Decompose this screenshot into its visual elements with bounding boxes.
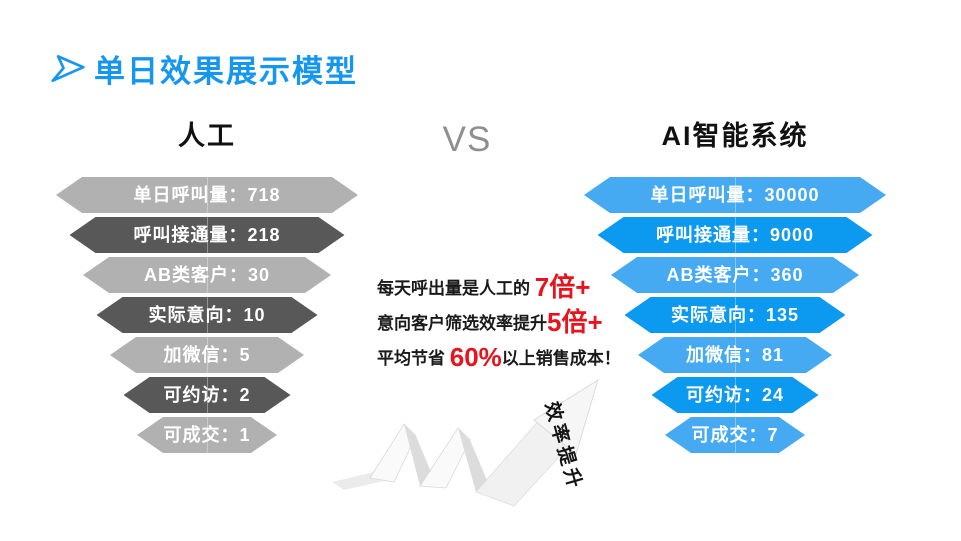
ai-column-header: AI智能系统 [661,121,809,151]
ai-funnel-bar-closable-deals: 可成交：7 [665,417,805,453]
arrow-fold-shadow [404,424,436,486]
ai-funnel-bar-bookable-visits: 可约访：24 [652,377,819,413]
manual-funnel-bar-closable-deals: 可成交：1 [137,417,277,453]
stat-line-cost-saving: 平均节省 60%以上销售成本！ [377,342,621,373]
manual-funnel-bar-wechat-added: 加微信：5 [110,337,304,373]
manual-funnel-bar-ab-customers: AB类客户：30 [83,257,331,293]
stat-highlight: 7倍+ [534,272,591,302]
manual-funnel-bar-daily-calls: 单日呼叫量：718 [56,177,358,213]
stat-highlight: 60% [449,342,502,372]
arrow-fold-shadow [458,428,492,492]
ai-funnel: 单日呼叫量：30000 呼叫接通量：9000 AB类客户：360 实际意向：13… [584,177,886,453]
stat-line-screening-efficiency: 意向客户筛选效率提升5倍+ [377,307,603,338]
ai-funnel-bar-ab-customers: AB类客户：360 [611,257,859,293]
slide-title-row: 单日效果展示模型 [50,46,358,91]
page-title: 单日效果展示模型 [94,54,358,89]
stat-prefix: 意向客户筛选效率提升 [377,314,547,333]
growth-arrow-graphic: 效率提升 [332,379,599,507]
stat-highlight: 5倍+ [547,307,603,337]
stat-prefix: 平均节省 [377,349,450,368]
manual-funnel: 单日呼叫量：718 呼叫接通量：218 AB类客户：30 实际意向：10 加微信… [56,177,358,453]
ai-funnel-bar-wechat-added: 加微信：81 [638,337,832,373]
arrow-head [533,379,599,455]
comparison-stats: 每天呼出量是人工的 7倍+ 意向客户筛选效率提升5倍+ 平均节省 60%以上销售… [377,272,621,377]
ai-funnel-bar-daily-calls: 单日呼叫量：30000 [584,177,886,213]
stat-prefix: 每天呼出量是人工的 [377,279,535,298]
manual-funnel-bar-connected-calls: 呼叫接通量：218 [70,217,345,253]
ai-funnel-bar-connected-calls: 呼叫接通量：9000 [598,217,873,253]
manual-funnel-bar-bookable-visits: 可约访：2 [124,377,291,413]
ai-funnel-bar-actual-intent: 实际意向：135 [625,297,846,333]
manual-column-header: 人工 [178,121,236,151]
vs-label: VS [442,120,492,159]
stat-line-call-volume: 每天呼出量是人工的 7倍+ [377,272,602,303]
arrowhead-bullet-icon [51,54,85,82]
manual-funnel-bar-actual-intent: 实际意向：10 [97,297,318,333]
stat-suffix: 以上销售成本！ [501,349,621,368]
